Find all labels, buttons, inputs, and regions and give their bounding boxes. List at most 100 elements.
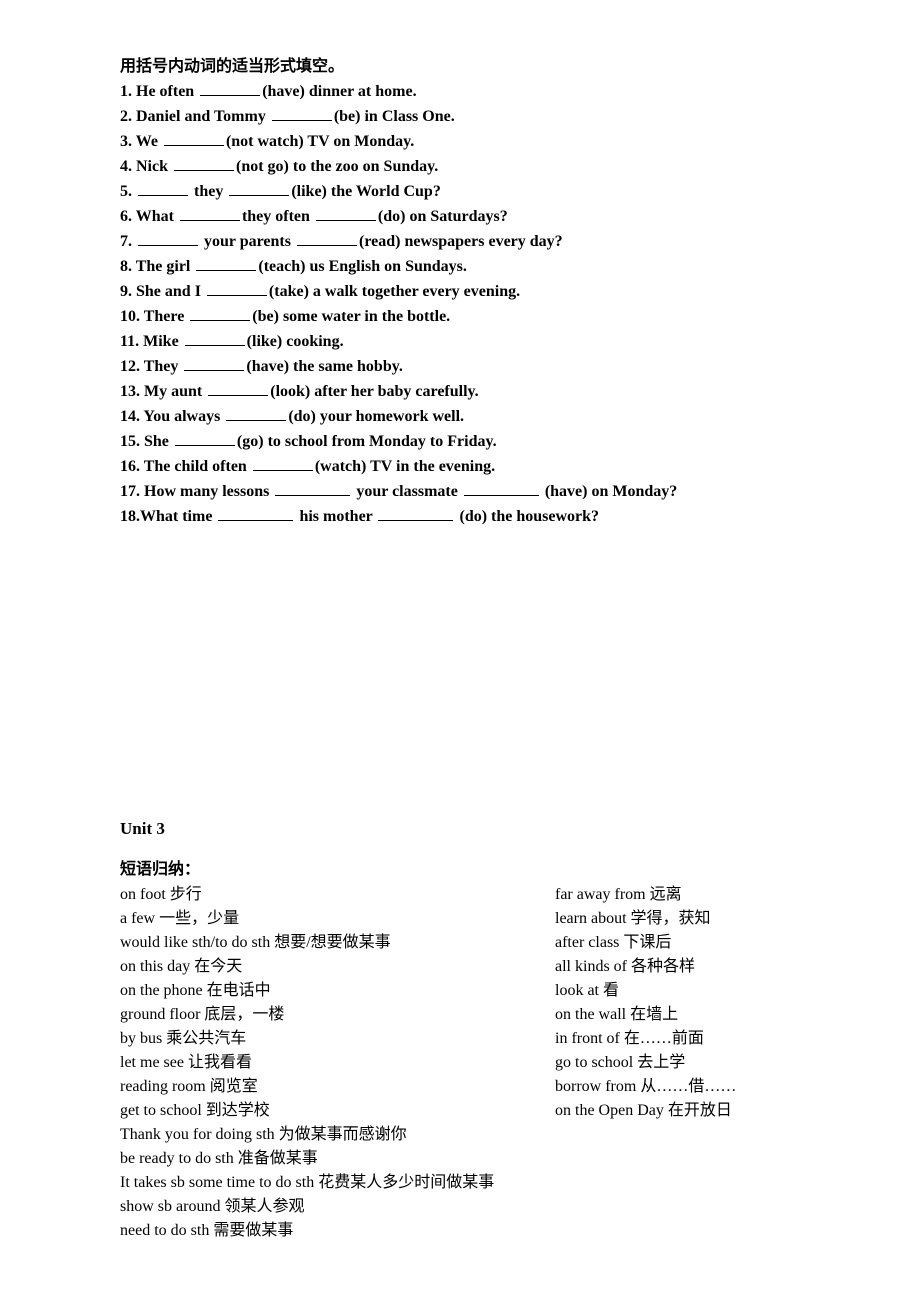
exercise-item: 18.What time his mother (do) the housewo…	[120, 505, 800, 529]
exercise-text: 13. My aunt	[120, 383, 206, 400]
phrase-item: go to school 去上学	[555, 1051, 736, 1075]
blank	[184, 357, 244, 371]
phrase-item: borrow from 从……借……	[555, 1075, 736, 1099]
exercise-text: 15. She	[120, 433, 173, 450]
exercise-item: 13. My aunt (look) after her baby carefu…	[120, 380, 800, 404]
exercise-item: 8. The girl (teach) us English on Sunday…	[120, 255, 800, 279]
phrase-item: a few 一些，少量	[120, 907, 515, 931]
exercise-item: 17. How many lessons your classmate (hav…	[120, 480, 800, 504]
phrase-item: in front of 在……前面	[555, 1027, 736, 1051]
exercise-text: (look) after her baby carefully.	[270, 383, 478, 400]
exercise-item: 3. We (not watch) TV on Monday.	[120, 130, 800, 154]
exercise-text: (have) dinner at home.	[262, 83, 416, 100]
exercise-text: (not go) to the zoo on Sunday.	[236, 158, 438, 175]
blank	[185, 332, 245, 346]
phrases-container: on foot 步行 a few 一些，少量 would like sth/to…	[120, 883, 800, 1123]
phrases-column-right: far away from 远离 learn about 学得，获知 after…	[555, 883, 736, 1123]
exercise-text: 1. He often	[120, 83, 198, 100]
exercise-text: (read) newspapers every day?	[359, 233, 563, 250]
phrase-item: on the Open Day 在开放日	[555, 1099, 736, 1123]
exercise-item: 15. She (go) to school from Monday to Fr…	[120, 430, 800, 454]
exercise-text: they often	[242, 208, 314, 225]
phrase-item: learn about 学得，获知	[555, 907, 736, 931]
blank	[229, 182, 289, 196]
exercise-item: 2. Daniel and Tommy (be) in Class One.	[120, 105, 800, 129]
blank	[138, 182, 188, 196]
phrase-item: after class 下课后	[555, 931, 736, 955]
exercise-item: 5. they (like) the World Cup?	[120, 180, 800, 204]
exercise-item: 6. What they often (do) on Saturdays?	[120, 205, 800, 229]
phrase-item: get to school 到达学校	[120, 1099, 515, 1123]
phrase-item: on the phone 在电话中	[120, 979, 515, 1003]
phrase-item: on foot 步行	[120, 883, 515, 907]
exercise-text: (not watch) TV on Monday.	[226, 133, 414, 150]
phrase-item: all kinds of 各种各样	[555, 955, 736, 979]
blank	[196, 257, 256, 271]
phrase-item: reading room 阅览室	[120, 1075, 515, 1099]
exercise-list: 1. He often (have) dinner at home. 2. Da…	[120, 80, 800, 529]
exercise-item: 7. your parents (read) newspapers every …	[120, 230, 800, 254]
exercise-item: 14. You always (do) your homework well.	[120, 405, 800, 429]
blank	[190, 307, 250, 321]
exercise-text: 3. We	[120, 133, 162, 150]
phrase-item: Thank you for doing sth 为做某事而感谢你	[120, 1123, 800, 1147]
phrase-item: show sb around 领某人参观	[120, 1195, 800, 1219]
phrase-item: by bus 乘公共汽车	[120, 1027, 515, 1051]
exercise-text: 2. Daniel and Tommy	[120, 108, 270, 125]
phrase-item: on the wall 在墙上	[555, 1003, 736, 1027]
exercise-text: 10. There	[120, 308, 188, 325]
blank	[174, 157, 234, 171]
exercise-text: (do) your homework well.	[288, 408, 464, 425]
blank	[253, 457, 313, 471]
phrase-item: be ready to do sth 准备做某事	[120, 1147, 800, 1171]
exercise-text: (do) the housework?	[455, 508, 599, 525]
phrase-item: ground floor 底层，一楼	[120, 1003, 515, 1027]
exercise-text: your classmate	[352, 483, 461, 500]
blank	[180, 207, 240, 221]
exercise-text: (take) a walk together every evening.	[269, 283, 520, 300]
phrases-column-left: on foot 步行 a few 一些，少量 would like sth/to…	[120, 883, 515, 1123]
instruction-text: 用括号内动词的适当形式填空。	[120, 52, 800, 76]
blank	[275, 482, 350, 496]
blank	[226, 407, 286, 421]
blank	[316, 207, 376, 221]
exercise-item: 11. Mike (like) cooking.	[120, 330, 800, 354]
blank	[218, 507, 293, 521]
exercise-text: 11. Mike	[120, 333, 183, 350]
exercise-text: 14. You always	[120, 408, 224, 425]
phrase-item: look at 看	[555, 979, 736, 1003]
blank	[208, 382, 268, 396]
exercise-text: 12. They	[120, 358, 182, 375]
exercise-text: (go) to school from Monday to Friday.	[237, 433, 497, 450]
exercise-text: 4. Nick	[120, 158, 172, 175]
exercise-text: 18.What time	[120, 508, 216, 525]
blank	[200, 82, 260, 96]
exercise-text: 9. She and I	[120, 283, 205, 300]
exercise-item: 12. They (have) the same hobby.	[120, 355, 800, 379]
blank	[138, 232, 198, 246]
exercise-text: 6. What	[120, 208, 178, 225]
exercise-text: 16. The child often	[120, 458, 251, 475]
blank	[297, 232, 357, 246]
exercise-text: (teach) us English on Sundays.	[258, 258, 467, 275]
phrase-item: need to do sth 需要做某事	[120, 1219, 800, 1243]
phrase-item: It takes sb some time to do sth 花费某人多少时间…	[120, 1171, 800, 1195]
exercise-text: 7.	[120, 233, 136, 250]
exercise-text: 8. The girl	[120, 258, 194, 275]
exercise-item: 10. There (be) some water in the bottle.	[120, 305, 800, 329]
phrase-item: far away from 远离	[555, 883, 736, 907]
blank	[207, 282, 267, 296]
phrases-full-width: Thank you for doing sth 为做某事而感谢你 be read…	[120, 1123, 800, 1243]
exercise-item: 1. He often (have) dinner at home.	[120, 80, 800, 104]
blank	[464, 482, 539, 496]
exercise-text: your parents	[200, 233, 295, 250]
exercise-text: they	[190, 183, 227, 200]
blank	[272, 107, 332, 121]
exercise-text: (do) on Saturdays?	[378, 208, 508, 225]
exercise-text: (like) cooking.	[247, 333, 344, 350]
exercise-item: 9. She and I (take) a walk together ever…	[120, 280, 800, 304]
unit-title: Unit 3	[120, 819, 800, 839]
exercise-text: (have) on Monday?	[541, 483, 677, 500]
exercise-text: 5.	[120, 183, 136, 200]
section-title: 短语归纳：	[120, 855, 800, 879]
